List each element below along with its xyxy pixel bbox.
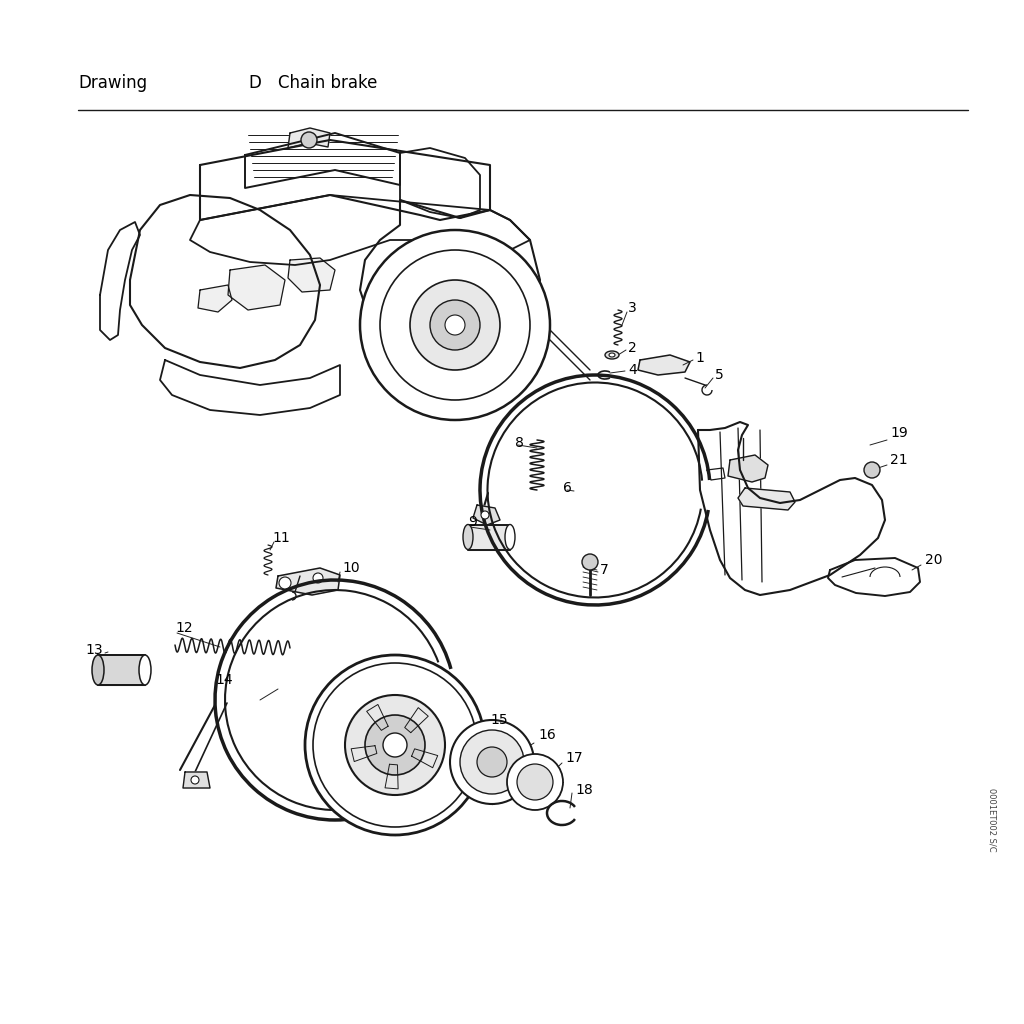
Text: 8: 8: [515, 436, 524, 450]
Ellipse shape: [605, 351, 618, 359]
Polygon shape: [288, 258, 335, 292]
Circle shape: [460, 730, 524, 794]
Text: 3: 3: [628, 301, 637, 315]
Circle shape: [450, 720, 534, 804]
Polygon shape: [276, 568, 340, 595]
Text: 20: 20: [925, 553, 942, 567]
Circle shape: [430, 300, 480, 350]
Circle shape: [345, 695, 445, 795]
Polygon shape: [190, 195, 530, 265]
Circle shape: [191, 776, 199, 784]
Text: 6: 6: [563, 481, 571, 495]
Polygon shape: [385, 764, 398, 788]
Circle shape: [582, 554, 598, 570]
Polygon shape: [468, 525, 510, 550]
Polygon shape: [473, 505, 500, 525]
Text: 7: 7: [600, 563, 608, 577]
Polygon shape: [183, 772, 210, 788]
Circle shape: [380, 250, 530, 400]
Text: 14: 14: [215, 673, 232, 687]
Polygon shape: [412, 749, 437, 768]
Text: 0001ET002 S/C: 0001ET002 S/C: [987, 788, 996, 852]
Polygon shape: [160, 360, 340, 415]
Text: 19: 19: [890, 426, 907, 440]
Circle shape: [360, 230, 550, 420]
Ellipse shape: [92, 655, 104, 685]
Polygon shape: [367, 705, 388, 730]
Circle shape: [507, 754, 563, 810]
Polygon shape: [100, 222, 140, 340]
Polygon shape: [228, 265, 285, 310]
Text: 2: 2: [628, 341, 637, 355]
Text: Chain brake: Chain brake: [278, 74, 378, 92]
Circle shape: [305, 655, 485, 835]
Polygon shape: [638, 355, 690, 375]
Circle shape: [313, 663, 477, 827]
Text: 15: 15: [490, 713, 508, 727]
Polygon shape: [698, 422, 885, 595]
Circle shape: [410, 280, 500, 370]
Polygon shape: [288, 128, 330, 148]
Polygon shape: [360, 200, 540, 380]
Polygon shape: [130, 195, 319, 368]
Text: 18: 18: [575, 783, 593, 797]
Text: 11: 11: [272, 531, 290, 545]
Text: 16: 16: [538, 728, 556, 742]
Polygon shape: [98, 655, 145, 685]
Polygon shape: [200, 140, 490, 220]
Circle shape: [365, 715, 425, 775]
Text: 4: 4: [628, 362, 637, 377]
Text: 1: 1: [695, 351, 703, 365]
Circle shape: [477, 746, 507, 777]
Text: 21: 21: [890, 453, 907, 467]
Text: 5: 5: [715, 368, 724, 382]
Text: 13: 13: [85, 643, 102, 657]
Polygon shape: [828, 558, 920, 596]
Ellipse shape: [139, 655, 151, 685]
Polygon shape: [351, 745, 377, 762]
Text: 17: 17: [565, 751, 583, 765]
Ellipse shape: [609, 353, 615, 357]
Text: 9: 9: [468, 515, 477, 529]
Polygon shape: [738, 488, 795, 510]
Polygon shape: [245, 133, 400, 188]
Circle shape: [279, 577, 291, 589]
Circle shape: [313, 573, 323, 583]
Polygon shape: [400, 148, 480, 218]
Polygon shape: [707, 468, 725, 480]
Circle shape: [481, 511, 489, 519]
Circle shape: [517, 764, 553, 800]
Circle shape: [864, 462, 880, 478]
Text: 12: 12: [175, 621, 193, 635]
Ellipse shape: [463, 524, 473, 550]
Ellipse shape: [505, 524, 515, 550]
Text: Drawing: Drawing: [78, 74, 147, 92]
Text: 10: 10: [342, 561, 359, 575]
Polygon shape: [198, 285, 232, 312]
Circle shape: [445, 315, 465, 335]
Polygon shape: [404, 708, 428, 733]
Text: D: D: [248, 74, 261, 92]
Circle shape: [383, 733, 407, 757]
Polygon shape: [728, 455, 768, 482]
Circle shape: [301, 132, 317, 148]
